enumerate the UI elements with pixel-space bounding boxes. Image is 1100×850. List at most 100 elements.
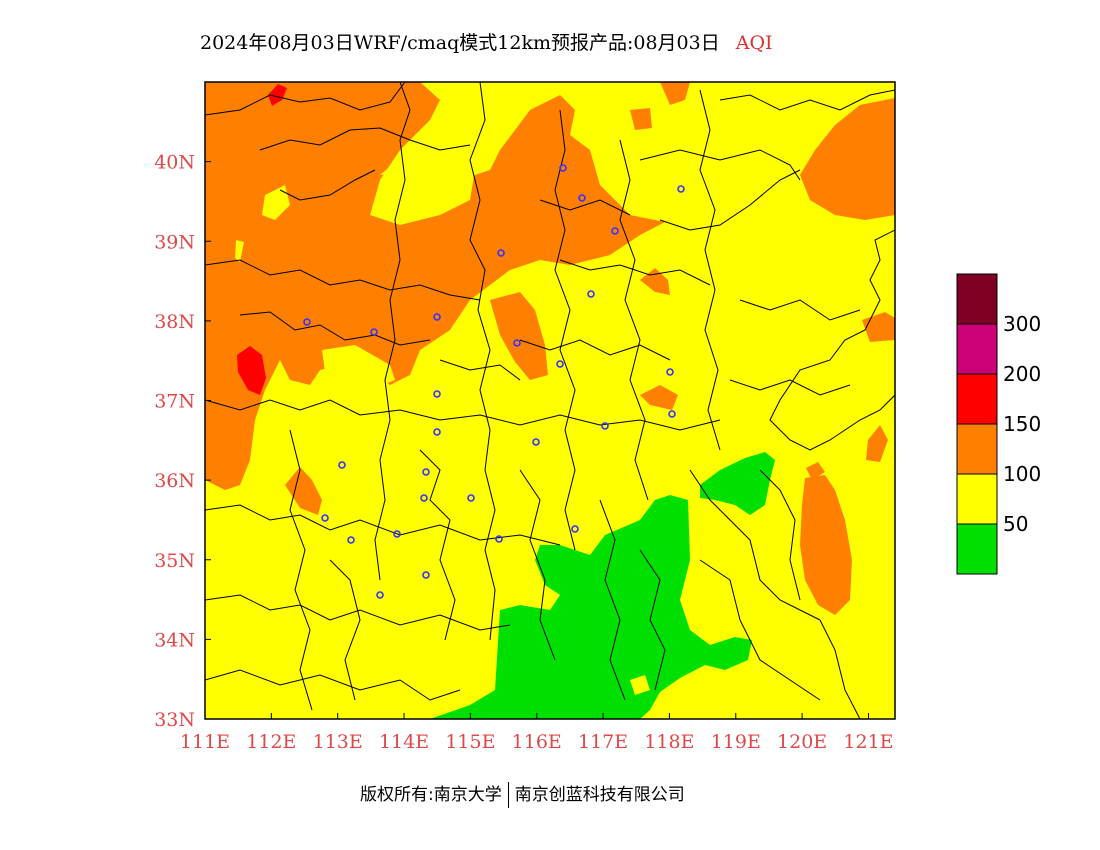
station-marker [559,164,567,172]
boundary-line [759,469,801,601]
station-marker [571,525,579,533]
legend-label: 150 [1003,412,1041,436]
copyright-company: 南京创蓝科技有限公司 [514,785,685,805]
station-marker [433,313,441,321]
boundary-line [205,504,561,546]
aqi-zone-usg-northeast [800,98,895,220]
aqi-zone-unhealthy [237,346,266,395]
aqi-zone-good-south [430,495,752,719]
aqi-zone-usg-patch [640,268,670,295]
x-tick-label: 120E [777,731,827,753]
y-tick-label: 36N [154,470,195,492]
station-marker [578,194,586,202]
legend-label: 300 [1003,312,1041,336]
station-marker [376,591,384,599]
aqi-zone-usg-northwest [205,82,665,490]
station-marker [420,494,428,502]
title-text: 2024年08月03日WRF/cmaq模式12km预报产品:08月03日 [200,32,720,54]
boundary-line [239,311,431,346]
station-marker [668,410,676,418]
boundary-line [205,82,406,116]
boundary-line [554,109,576,551]
x-axis: 111E 112E 113E 114E 115E 116E 117E 118E 119E 120E… [180,713,894,753]
copyright: 版权所有:南京大学 南京创蓝科技有限公司 [360,780,780,808]
x-tick-label: 113E [313,731,363,753]
boundary-line [819,619,861,719]
station-marker [677,185,685,193]
x-tick-label: 115E [445,731,495,753]
boundary-line [329,559,361,701]
x-tick-label: 114E [379,731,429,753]
boundary-line [289,429,313,711]
boundary-line [699,89,721,451]
aqi-zone-usg-patch [866,425,888,462]
x-tick-label: 117E [578,731,628,753]
x-tick-label: 121E [843,731,893,753]
station-marker [601,422,609,430]
boundary-line [279,169,376,201]
boundary-line [469,82,496,641]
station-marker [321,514,329,522]
station-marker [467,494,475,502]
aqi-zone-usg-patch [640,385,678,410]
aqi-zone-usg-patch [800,475,852,615]
aqi-zone-moderate-hole [322,345,395,390]
legend-swatch [956,423,998,475]
aqi-zone-moderate-hole [262,185,290,220]
boundary-line [519,339,671,361]
boundary-line [639,149,801,181]
boundary-line [639,549,666,691]
station-marker [587,290,595,298]
boundary-lines [205,82,895,719]
station-marker [422,571,430,579]
boundary-line [439,359,521,381]
legend-label: 50 [1003,512,1028,536]
boundary-line [205,399,721,431]
station-marker [495,535,503,543]
legend-label: 100 [1003,462,1041,486]
boundary-line [769,229,895,451]
aqi-zone-good-east [700,452,775,515]
legend-swatch [956,273,998,325]
x-tick-label: 116E [512,731,562,753]
station-marker [347,536,355,544]
station-marker [303,318,311,326]
y-tick-label: 38N [154,311,195,333]
legend-swatch [956,523,998,575]
station-marker [393,530,401,538]
boundary-line [539,199,631,216]
map-title: 2024年08月03日WRF/cmaq模式12km预报产品:08月03日 AQI [200,28,900,56]
y-tick-label: 34N [154,629,195,651]
aqi-zone-usg-lobe [490,292,548,380]
legend-swatch [956,473,998,525]
boundary-line [729,379,851,396]
boundary-line [739,299,861,321]
boundary-line [205,669,461,701]
boundary-line [559,259,711,286]
station-marker [497,249,505,257]
x-tick-label: 111E [180,731,230,753]
boundary-line [619,139,649,501]
y-axis: 33N 34N 35N 36N 37N 38N 39N 40N [154,152,211,731]
y-tick-label: 40N [154,152,195,174]
aqi-zone-usg-top [630,108,652,130]
x-tick-label: 112E [246,731,296,753]
y-tick-label: 33N [154,709,195,731]
legend-swatch [956,323,998,375]
y-tick-label: 35N [154,550,195,572]
station-marker [513,339,521,347]
boundary-line [699,559,821,701]
boundary-line [374,82,411,581]
boundary-line [659,169,801,231]
station-marker [556,360,564,368]
station-marker [370,328,378,336]
boundary-line [205,594,511,631]
station-marker [666,368,674,376]
aqi-zone-good-hole [630,675,650,695]
station-marker [422,468,430,476]
x-tick-label: 118E [644,731,694,753]
y-tick-label: 37N [154,391,195,413]
copyright-divider [507,782,509,808]
x-tick-label: 119E [711,731,761,753]
